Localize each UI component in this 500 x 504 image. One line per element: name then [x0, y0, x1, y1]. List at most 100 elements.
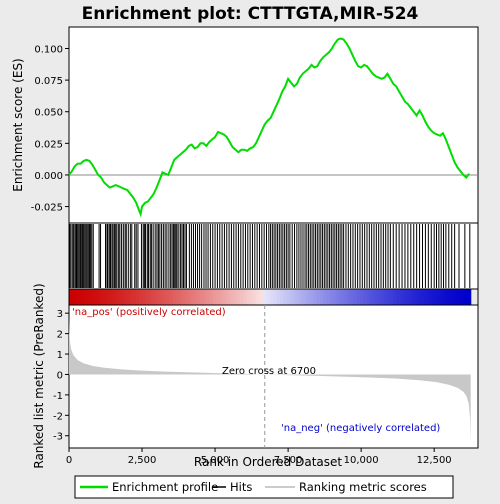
zero-cross-label: Zero cross at 6700 [222, 366, 316, 377]
color-bar-segment [115, 289, 120, 305]
color-bar-segment [72, 289, 77, 305]
rank-ytick-label: -1 [53, 391, 63, 402]
color-bar-segment [209, 289, 214, 305]
color-bar-segment [403, 289, 408, 305]
color-bar-segment [263, 289, 268, 305]
color-bar-segment [417, 289, 422, 305]
pos-label: 'na_pos' (positively correlated) [72, 307, 226, 318]
rank-ytick-label: 1 [57, 350, 63, 361]
color-bar-segment [450, 289, 455, 305]
color-bar-segment [256, 289, 261, 305]
x-tick-label: 2,500 [128, 455, 157, 466]
color-bar-segment [430, 289, 435, 305]
chart-title: Enrichment plot: CTTTGTA,MIR-524 [82, 4, 419, 24]
color-bar-segment [253, 289, 258, 305]
color-bar-segment [400, 289, 405, 305]
color-bar-segment [279, 289, 284, 305]
color-bar-segment [139, 289, 144, 305]
color-bar-segment [410, 289, 415, 305]
es-panel [68, 26, 479, 224]
color-bar-segment [373, 289, 378, 305]
color-bar-segment [353, 289, 358, 305]
color-bar-segment [266, 289, 271, 305]
color-bar-segment [293, 289, 298, 305]
color-bar-segment [246, 289, 251, 305]
color-bar-segment [172, 289, 177, 305]
es-ytick-label: 0.075 [34, 76, 63, 87]
color-bar-segment [433, 289, 438, 305]
color-bar-segment [437, 289, 442, 305]
color-bar-segment [233, 289, 237, 305]
color-bar-segment [239, 289, 244, 305]
color-bar-segment [243, 289, 248, 305]
legend-label: Ranking metric scores [299, 480, 427, 494]
rank-y-axis-label: Ranked list metric (PreRanked) [32, 283, 46, 468]
color-bar-segment [376, 289, 381, 305]
color-bar-segment [102, 289, 107, 305]
color-bar-segment [226, 289, 231, 305]
color-bar-segment [152, 289, 157, 305]
color-bar-segment [216, 289, 221, 305]
color-bar-segment [129, 289, 134, 305]
hit-marks [69, 224, 471, 288]
color-bar-segment [92, 289, 97, 305]
color-bar-segment [125, 289, 130, 305]
color-bar-segment [313, 289, 318, 305]
color-bar-segment [122, 289, 127, 305]
color-bar-segment [383, 289, 388, 305]
color-bar-segment [259, 289, 264, 305]
es-ytick-label: -0.025 [31, 203, 63, 214]
color-bar-segment [99, 289, 104, 305]
color-bar-segment [169, 289, 174, 305]
color-bar-segment [447, 289, 452, 305]
color-bar-segment [112, 289, 117, 305]
rank-ytick-label: -3 [53, 432, 63, 443]
color-bar-segment [336, 289, 341, 305]
es-y-axis-label: Enrichment score (ES) [11, 58, 25, 191]
x-tick-label: 0 [66, 455, 72, 466]
color-bar-segment [85, 289, 90, 305]
es-ytick-label: 0.050 [34, 108, 63, 119]
color-bar-segment [179, 289, 184, 305]
color-bar-segment [95, 289, 100, 305]
color-bar-segment [69, 289, 73, 305]
color-bar-segment [356, 289, 361, 305]
color-bar-segment [149, 289, 154, 305]
color-bar-segment [182, 289, 187, 305]
neg-label: 'na_neg' (negatively correlated) [281, 423, 440, 434]
color-bar-segment [296, 289, 301, 305]
color-bar-segment [343, 289, 348, 305]
color-bar-segment [249, 289, 254, 305]
rank-ytick-label: 2 [57, 330, 63, 341]
color-bar-segment [119, 289, 124, 305]
color-bar-segment [366, 289, 371, 305]
rank-ytick-label: 3 [57, 309, 63, 320]
rank-color-bar [69, 289, 472, 305]
enrichment-profile-line [68, 37, 470, 218]
color-bar-segment [323, 289, 328, 305]
legend-box [74, 475, 454, 499]
color-bar-segment [229, 289, 234, 305]
color-bar-segment [453, 289, 458, 305]
color-bar-segment [82, 289, 87, 305]
color-bar-segment [212, 289, 217, 305]
color-bar-segment [186, 289, 191, 305]
color-bar-segment [306, 289, 311, 305]
color-bar-segment [269, 289, 274, 305]
color-bar-segment [390, 289, 395, 305]
color-bar-segment [79, 289, 83, 305]
color-bar-segment [189, 289, 194, 305]
color-bar-segment [222, 289, 227, 305]
color-bar-segment [299, 289, 304, 305]
color-bar-segment [135, 289, 140, 305]
color-bar-segment [393, 289, 398, 305]
color-bar-segment [283, 289, 288, 305]
color-bar-segment [156, 289, 160, 305]
rank-ytick-label: 0 [57, 370, 63, 381]
color-bar-segment [464, 289, 468, 305]
color-bar-segment [89, 289, 94, 305]
color-bar-segment [109, 289, 114, 305]
color-bar-segment [413, 289, 418, 305]
x-tick-label: 5,000 [201, 455, 230, 466]
